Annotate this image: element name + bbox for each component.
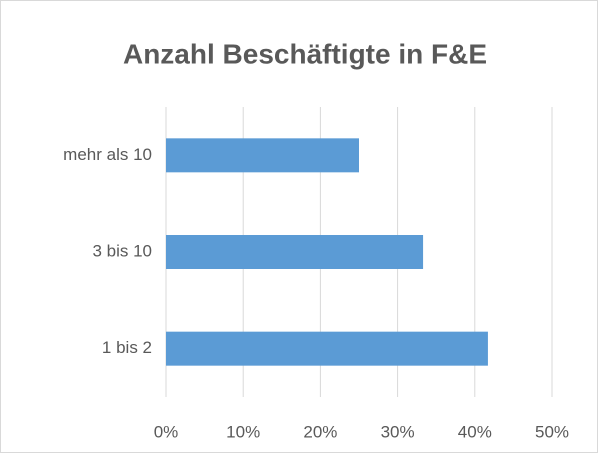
x-tick-label: 40% [458, 422, 492, 441]
chart-title: Anzahl Beschäftigte in F&E [123, 38, 487, 69]
bar [166, 138, 359, 173]
x-tick-label: 20% [303, 422, 337, 441]
bar [166, 235, 424, 269]
x-tick-label: 10% [226, 422, 260, 441]
y-tick-label: 3 bis 10 [92, 241, 152, 260]
x-tick-label: 0% [154, 422, 179, 441]
x-tick-label: 30% [381, 422, 415, 441]
y-tick-label: mehr als 10 [63, 145, 152, 164]
y-tick-label: 1 bis 2 [102, 338, 152, 357]
x-tick-label: 50% [535, 422, 569, 441]
bar [166, 331, 488, 366]
